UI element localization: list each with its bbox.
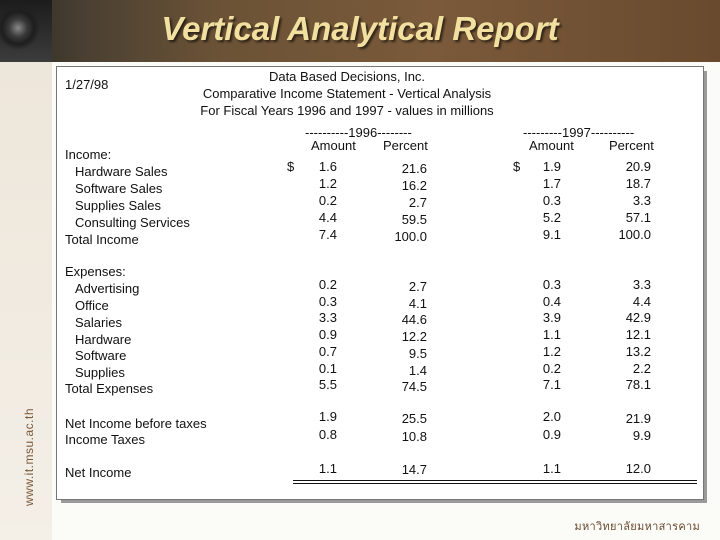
row-label: Hardware Sales bbox=[75, 164, 168, 179]
total-double-underline bbox=[293, 483, 697, 484]
cell-p97: 3.3 bbox=[632, 277, 651, 292]
cell-p97: 57.1 bbox=[625, 210, 651, 225]
left-band bbox=[0, 62, 52, 540]
cell-a97: 3.9 bbox=[542, 310, 561, 325]
cell-a97: 1.9 bbox=[542, 159, 561, 174]
cell-p96: 1.4 bbox=[408, 363, 427, 378]
cell-a97: 1.2 bbox=[542, 344, 561, 359]
cell-p97: 3.3 bbox=[632, 193, 651, 208]
cell-a96: 0.9 bbox=[318, 327, 337, 342]
cell-p97: 21.9 bbox=[625, 411, 651, 426]
cell-a97: 0.9 bbox=[542, 427, 561, 442]
cell-p97: 13.2 bbox=[625, 344, 651, 359]
row-label: Supplies Sales bbox=[75, 198, 161, 213]
cell-p96: 10.8 bbox=[401, 429, 427, 444]
year-1997-header: ---------1997---------- bbox=[523, 125, 635, 140]
row-label: Software Sales bbox=[75, 181, 163, 196]
currency-1996: $ bbox=[287, 159, 295, 174]
row-label: Consulting Services bbox=[75, 215, 190, 230]
cell-a96: 0.7 bbox=[318, 344, 337, 359]
cell-a97: 0.4 bbox=[542, 294, 561, 309]
cell-p97: 20.9 bbox=[625, 159, 651, 174]
row-label: Total Expenses bbox=[65, 381, 154, 396]
cell-a96: 0.2 bbox=[318, 193, 337, 208]
title-band bbox=[0, 0, 720, 62]
total-underline bbox=[293, 480, 697, 481]
col-amount-1996: Amount bbox=[311, 138, 356, 153]
cell-a97: 7.1 bbox=[542, 377, 561, 392]
cell-p97: 12.1 bbox=[625, 327, 651, 342]
statement-title: Comparative Income Statement - Vertical … bbox=[202, 86, 492, 101]
cell-a97: 9.1 bbox=[542, 227, 561, 242]
cell-p97: 18.7 bbox=[625, 176, 651, 191]
cell-p96: 12.2 bbox=[401, 329, 427, 344]
cell-a96: 0.1 bbox=[318, 361, 337, 376]
cell-p96: 74.5 bbox=[401, 379, 427, 394]
cell-a96: 5.5 bbox=[318, 377, 337, 392]
cell-a96: 3.3 bbox=[318, 310, 337, 325]
row-label: Income Taxes bbox=[65, 432, 145, 447]
cell-p96: 16.2 bbox=[401, 178, 427, 193]
side-url: www.it.msu.ac.th bbox=[22, 407, 36, 506]
col-percent-1997: Percent bbox=[609, 138, 654, 153]
cell-a97: 0.2 bbox=[542, 361, 561, 376]
cell-p96: 100.0 bbox=[394, 229, 427, 244]
row-label: Net Income before taxes bbox=[65, 416, 207, 431]
company-name: Data Based Decisions, Inc. bbox=[268, 69, 426, 84]
cell-a97: 1.1 bbox=[542, 327, 561, 342]
cell-a97: 1.1 bbox=[542, 461, 561, 476]
row-label: Salaries bbox=[75, 315, 122, 330]
cell-p97: 12.0 bbox=[625, 461, 651, 476]
footer-university: มหาวิทยาลัยมหาสารคาม bbox=[574, 520, 700, 533]
row-label: Advertising bbox=[75, 281, 140, 296]
row-label: Hardware bbox=[75, 332, 132, 347]
cell-a96: 0.3 bbox=[318, 294, 337, 309]
cell-a96: 4.4 bbox=[318, 210, 337, 225]
cell-p96: 14.7 bbox=[401, 462, 427, 477]
cell-a96: 0.2 bbox=[318, 277, 337, 292]
row-label: Office bbox=[75, 298, 109, 313]
cell-p96: 21.6 bbox=[401, 161, 427, 176]
row-label: Total Income bbox=[65, 232, 139, 247]
cell-a96: 1.6 bbox=[318, 159, 337, 174]
report-date: 1/27/98 bbox=[65, 77, 109, 92]
cell-a97: 5.2 bbox=[542, 210, 561, 225]
cell-p97: 42.9 bbox=[625, 310, 651, 325]
cell-p97: 4.4 bbox=[632, 294, 651, 309]
cell-p97: 78.1 bbox=[625, 377, 651, 392]
cell-p97: 100.0 bbox=[618, 227, 651, 242]
decorative-gear-image bbox=[0, 0, 52, 62]
cell-a96: 1.2 bbox=[318, 176, 337, 191]
currency-1997: $ bbox=[513, 159, 521, 174]
cell-p96: 2.7 bbox=[408, 195, 427, 210]
cell-a97: 2.0 bbox=[542, 409, 561, 424]
cell-p96: 4.1 bbox=[408, 296, 427, 311]
row-label: Supplies bbox=[75, 365, 125, 380]
expenses-section-label: Expenses: bbox=[65, 264, 126, 279]
period-title: For Fiscal Years 1996 and 1997 - values … bbox=[200, 103, 494, 118]
cell-a97: 1.7 bbox=[542, 176, 561, 191]
cell-a96: 7.4 bbox=[318, 227, 337, 242]
cell-p96: 59.5 bbox=[401, 212, 427, 227]
slide-title: Vertical Analytical Report bbox=[161, 10, 559, 47]
income-statement: 1/27/98 Data Based Decisions, Inc. Compa… bbox=[56, 66, 704, 500]
cell-p97: 2.2 bbox=[632, 361, 651, 376]
year-1996-header: ----------1996-------- bbox=[305, 125, 412, 140]
income-section-label: Income: bbox=[65, 147, 112, 162]
col-percent-1996: Percent bbox=[383, 138, 428, 153]
cell-a96: 1.1 bbox=[318, 461, 337, 476]
cell-p96: 9.5 bbox=[408, 346, 427, 361]
cell-p96: 25.5 bbox=[401, 411, 427, 426]
cell-a96: 1.9 bbox=[318, 409, 337, 424]
row-label: Software bbox=[75, 348, 127, 363]
cell-a97: 0.3 bbox=[542, 277, 561, 292]
cell-p97: 9.9 bbox=[632, 428, 651, 443]
row-label: Net Income bbox=[65, 465, 132, 480]
cell-p96: 2.7 bbox=[408, 279, 427, 294]
cell-a96: 0.8 bbox=[318, 427, 337, 442]
cell-a97: 0.3 bbox=[542, 193, 561, 208]
cell-p96: 44.6 bbox=[401, 312, 427, 327]
col-amount-1997: Amount bbox=[529, 138, 574, 153]
